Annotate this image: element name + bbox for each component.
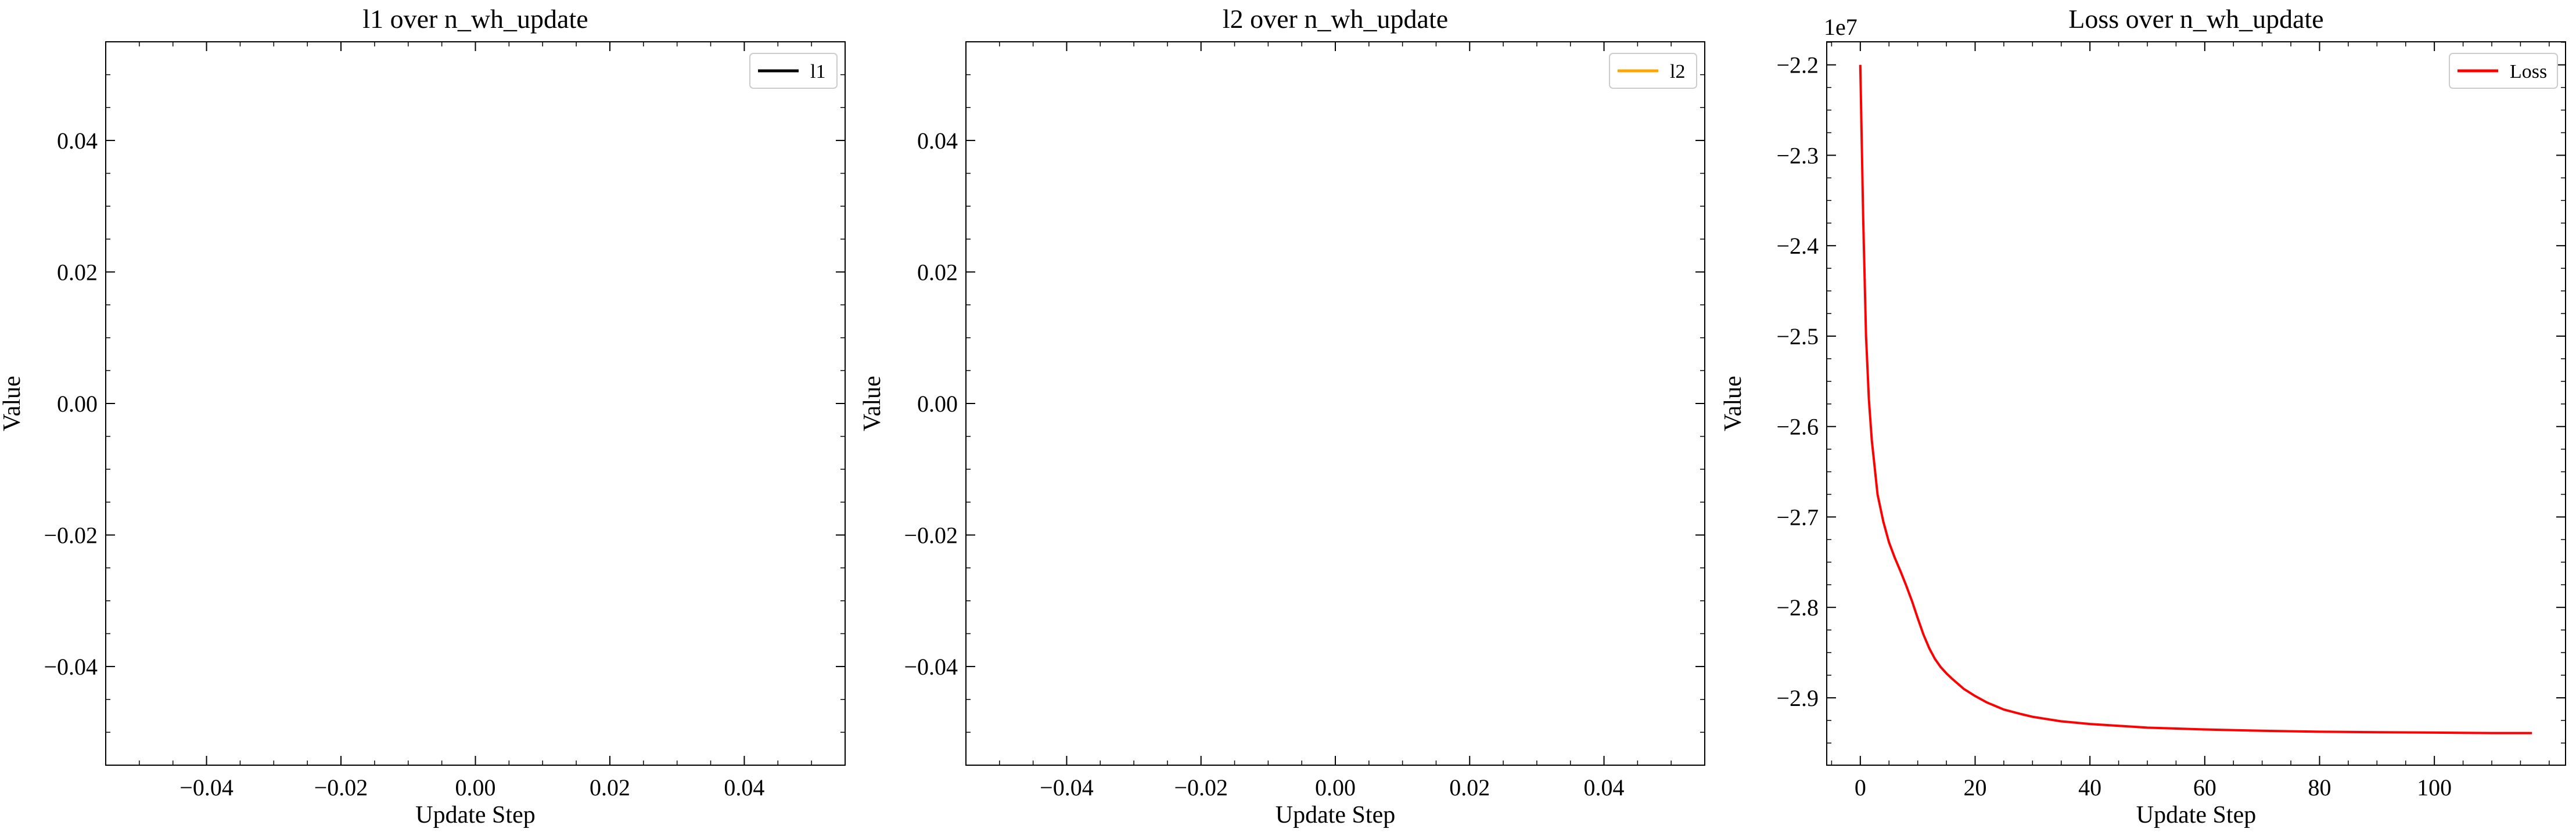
y-tick-label: −2.9: [1776, 685, 1819, 711]
x-tick-label: 0.00: [1315, 774, 1356, 801]
x-axis-label: Update Step: [1276, 802, 1395, 828]
x-tick-label: 0: [1855, 774, 1866, 801]
x-tick-label: 0.04: [1584, 774, 1625, 801]
x-tick-label: 100: [2417, 774, 2452, 801]
x-axis-label: Update Step: [2136, 802, 2256, 828]
legend-label: Loss: [2510, 61, 2547, 82]
y-tick-label: −2.8: [1776, 594, 1819, 621]
y-tick-label: 0.00: [917, 391, 958, 417]
y-tick-label: −0.02: [904, 522, 958, 549]
y-tick-label: 0.04: [917, 128, 958, 154]
x-tick-label: 80: [2308, 774, 2331, 801]
y-tick-label: −2.4: [1776, 233, 1819, 259]
legend-box: [2449, 53, 2558, 89]
y-tick-label: −0.02: [44, 522, 98, 549]
y-offset-label: 1e7: [1824, 14, 1858, 40]
y-tick-label: −2.3: [1776, 142, 1819, 168]
x-axis-label: Update Step: [415, 802, 535, 828]
x-tick-label: 0.02: [1449, 774, 1490, 801]
plot-frame: [965, 41, 1705, 766]
x-tick-label: 0.04: [724, 774, 764, 801]
x-tick-label: −0.04: [1040, 774, 1094, 801]
x-tick-label: −0.04: [179, 774, 233, 801]
chart-title: l1 over n_wh_update: [362, 4, 588, 34]
y-tick-label: 0.02: [917, 259, 958, 285]
y-tick-label: −2.5: [1776, 323, 1819, 349]
x-tick-label: 0.00: [455, 774, 496, 801]
x-tick-label: 0.02: [590, 774, 630, 801]
x-tick-label: −0.02: [314, 774, 368, 801]
x-tick-label: 60: [2193, 774, 2216, 801]
y-axis-label: Value: [1720, 376, 1747, 431]
chart-title: Loss over n_wh_update: [2068, 4, 2323, 34]
y-tick-label: 0.00: [57, 391, 98, 417]
legend-label: l2: [1670, 61, 1685, 82]
plot-frame: [105, 41, 846, 766]
chart-title: l2 over n_wh_update: [1223, 4, 1448, 34]
chart-2: −0.04 −0.02 0.00 0.02 0.04 0.04 0.02 0.00 −0.02 −…: [859, 4, 1705, 828]
y-tick-label: 0.04: [57, 128, 98, 154]
y-tick-label: 0.02: [57, 259, 98, 285]
y-tick-label: −2.6: [1776, 414, 1819, 440]
x-tick-label: 20: [1963, 774, 1986, 801]
chart-3: 0 20 40 60 80 100 −2.2 −2.3 −2.4 −2.5 −2.6 −2.7 −2.8…: [1720, 4, 2566, 828]
y-tick-label: −2.2: [1776, 52, 1819, 78]
legend: l2: [1609, 53, 1697, 89]
x-tick-label: 40: [2078, 774, 2101, 801]
y-tick-label: −0.04: [44, 654, 98, 680]
series-line-loss: [1859, 64, 2532, 734]
y-tick-label: −2.7: [1776, 504, 1819, 530]
legend: l1: [749, 53, 838, 89]
y-axis-label: Value: [859, 376, 886, 431]
y-tick-label: −0.04: [904, 654, 958, 680]
legend-label: l1: [810, 61, 825, 82]
x-tick-label: −0.02: [1174, 774, 1228, 801]
plot-frame: [1826, 41, 2566, 766]
legend: Loss: [2449, 53, 2558, 89]
chart-1: −0.04 −0.02 0.00 0.02 0.04 0.04 0.02 0.00 −0.02 −…: [0, 4, 846, 828]
y-axis-label: Value: [0, 376, 26, 431]
